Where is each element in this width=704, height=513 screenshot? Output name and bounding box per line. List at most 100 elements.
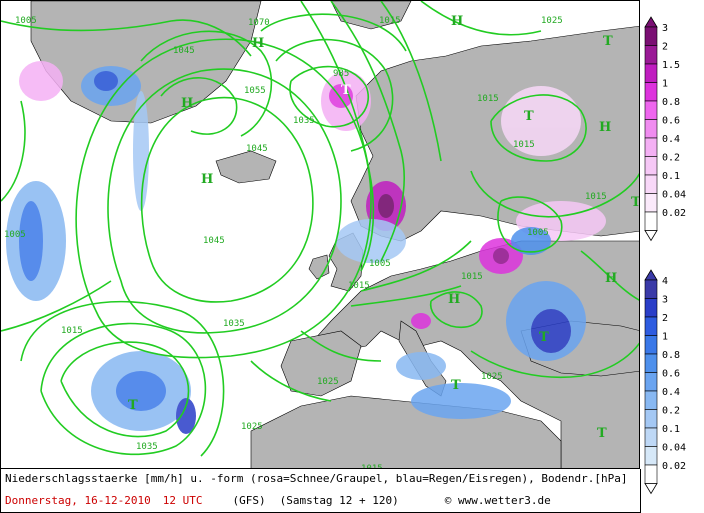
snow-legend-swatch	[644, 26, 658, 46]
rain-legend-value-label: 0.4	[662, 387, 680, 398]
iceland	[215, 150, 277, 184]
rain-legend-swatch	[644, 279, 658, 299]
pressure-label: 1015	[348, 281, 370, 291]
snow-legend-value-label: 0.02	[662, 208, 686, 219]
pressure-label: 1015	[477, 94, 499, 104]
iberia	[280, 330, 362, 397]
pressure-labels: 1005 1070 1015 1025 1045 1055 985 1015 1…	[4, 16, 607, 469]
rain-legend-value-label: 0.02	[662, 461, 686, 472]
snow-legend-swatch	[644, 119, 658, 139]
pressure-label: 1035	[293, 116, 315, 126]
snow-legend-value-label: 0.6	[662, 116, 680, 127]
snow-legend-value-label: 3	[662, 23, 668, 34]
pressure-label: 1015	[361, 464, 383, 469]
snow-legend-scale: 3 2 1.5 1 0.8 0.6 0.4 0.2 0.1 0.04 0.02	[644, 16, 686, 242]
rain-legend-arrow-up	[644, 269, 658, 281]
rain-legend-value-label: 1	[662, 332, 668, 343]
rain-legend-value-label: 0.2	[662, 406, 680, 417]
snow-legend-swatch	[644, 100, 658, 120]
high-center-marker: H	[252, 36, 264, 51]
low-center-marker: T	[524, 109, 534, 124]
pressure-label: 1015	[513, 140, 535, 150]
north-africa	[250, 395, 562, 468]
snow-legend-value-label: 0.04	[662, 190, 686, 201]
rain-legend-swatch	[644, 372, 658, 392]
high-center-marker: H	[448, 292, 460, 307]
pressure-label: 1045	[246, 144, 268, 154]
low-center-marker: T	[603, 34, 613, 49]
snow-legend-value-label: 0.4	[662, 134, 680, 145]
pressure-label: 1025	[241, 422, 263, 432]
caption-forecast-run: (Samstag 12 + 120)	[279, 494, 399, 507]
legend-canvas: 3 2 1.5 1 0.8 0.6 0.4 0.2 0.1 0.04 0.02 4 3 2 1 0.8 0.6 0…	[644, 16, 686, 495]
snow-legend-swatch	[644, 137, 658, 157]
rain-legend-value-label: 4	[662, 276, 668, 287]
rain-legend-swatch	[644, 446, 658, 466]
high-center-marker: H	[451, 14, 463, 29]
low-center-marker: T	[341, 83, 351, 98]
rain-legend-swatch	[644, 298, 658, 318]
rain-legend-swatch	[644, 353, 658, 373]
snow-legend-swatch	[644, 193, 658, 213]
caption-run-info: Donnerstag, 16-12-2010 12 UTC (GFS) (Samsta…	[5, 494, 551, 507]
rain-legend-value-label: 0.1	[662, 424, 680, 435]
pressure-label: 1015	[379, 16, 401, 26]
high-center-marker: H	[599, 120, 611, 135]
rain-legend-value-label: 2	[662, 313, 668, 324]
snow-legend-swatch	[644, 156, 658, 176]
pressure-label: 1045	[173, 46, 195, 56]
rain-legend-value-label: 0.6	[662, 369, 680, 380]
pressure-label: 1005	[527, 228, 549, 238]
pressure-label: 1025	[541, 16, 563, 26]
rain-legend-swatch	[644, 409, 658, 429]
rain-legend-swatch	[644, 335, 658, 355]
pressure-label: 1015	[61, 326, 83, 336]
low-center-marker: T	[128, 398, 138, 413]
rain-legend-value-label: 0.8	[662, 350, 680, 361]
snow-legend-swatch	[644, 63, 658, 83]
pressure-label: 1005	[15, 16, 37, 26]
map-canvas: 1005 1070 1015 1025 1045 1055 985 1015 1…	[1, 1, 640, 469]
caption-date: Donnerstag, 16-12-2010	[5, 494, 151, 507]
pressure-label: 1005	[369, 259, 391, 269]
weather-map: 1005 1070 1015 1025 1045 1055 985 1015 1…	[0, 0, 640, 469]
snow-legend-value-label: 1	[662, 79, 668, 90]
pressure-label: 1015	[461, 272, 483, 282]
low-center-marker: T	[631, 195, 640, 210]
svalbard	[330, 1, 412, 30]
snow-legend-arrow-up	[644, 16, 658, 28]
rain-legend-swatch	[644, 316, 658, 336]
caption-model: (GFS)	[232, 494, 266, 507]
pressure-label: 1005	[4, 230, 26, 240]
rain-legend-value-label: 3	[662, 295, 668, 306]
pressure-label: 1045	[203, 236, 225, 246]
pressure-label: 1025	[481, 372, 503, 382]
snow-legend-arrow-down	[644, 230, 658, 242]
rain-legend-swatch	[644, 464, 658, 484]
low-center-marker: T	[451, 378, 461, 393]
pressure-label: 1035	[223, 319, 245, 329]
pressure-label: 1015	[585, 192, 607, 202]
snow-legend-value-label: 2	[662, 42, 668, 53]
pressure-centers: H H H H H H H T T T T T T T T	[128, 14, 640, 441]
rain-legend-value-label: 0.04	[662, 443, 686, 454]
rain-precipitation	[6, 66, 586, 434]
high-center-marker: H	[605, 271, 617, 286]
rain-legend-scale: 4 3 2 1 0.8 0.6 0.4 0.2 0.1 0.04 0.02	[644, 269, 686, 495]
isobars	[1, 1, 639, 457]
snow-legend-value-label: 0.8	[662, 97, 680, 108]
caption-description: Niederschlagsstaerke [mm/h] u. -form (ro…	[5, 472, 628, 485]
low-center-marker: T	[539, 330, 549, 345]
pressure-label: 985	[333, 69, 349, 79]
pressure-label: 1035	[136, 442, 158, 452]
low-center-marker: T	[597, 426, 607, 441]
snow-legend-value-label: 0.1	[662, 171, 680, 182]
snow-legend-swatch	[644, 82, 658, 102]
pressure-label: 1070	[248, 18, 270, 28]
caption-time: 12 UTC	[162, 494, 203, 507]
caption-copyright: © www.wetter3.de	[444, 494, 551, 507]
snow-legend-swatch	[644, 45, 658, 65]
high-center-marker: H	[181, 96, 193, 111]
high-center-marker: H	[201, 172, 213, 187]
legend-panel: 3 2 1.5 1 0.8 0.6 0.4 0.2 0.1 0.04 0.02 4 3 2 1 0.8 0.6 0…	[641, 0, 704, 513]
